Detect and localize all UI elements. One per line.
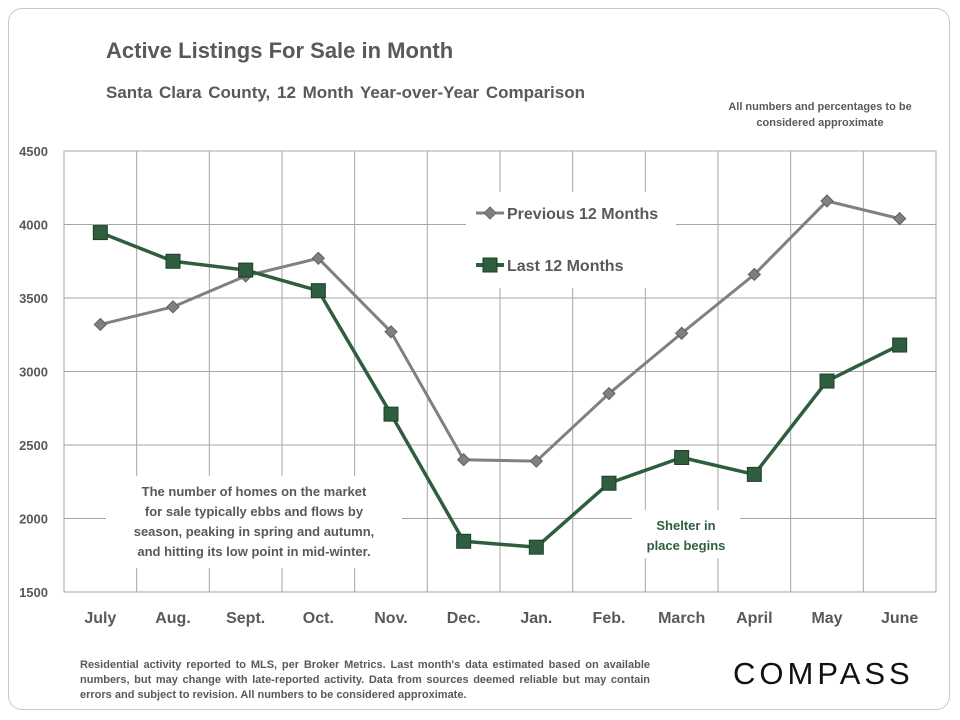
point-previous [602,386,616,401]
point-last [674,449,690,465]
x-tick-label: Jan. [520,610,552,627]
point-last [310,283,326,299]
note-box [106,476,402,568]
point-previous [529,454,544,468]
point-previous [456,452,471,467]
legend-label: Last 12 Months [507,258,624,275]
x-tick-label: Dec. [447,610,481,627]
y-tick-label: 4500 [19,144,48,159]
point-last [383,406,399,422]
series-line-previous [99,199,901,463]
x-tick-label: Feb. [593,610,626,627]
x-tick-label: July [84,610,116,627]
point-last [92,225,108,241]
footnote-source: Residential activity reported to MLS, pe… [80,659,650,701]
compass-logo: COMPASS [733,656,914,691]
point-previous [311,251,326,266]
point-previous [892,211,907,226]
y-tick-label: 4000 [19,218,48,233]
y-tick-label: 2500 [19,438,48,453]
shelter-note-line: Shelter in [656,518,715,533]
shelter-box [632,510,740,558]
y-tick-label: 3000 [19,365,48,380]
point-last [746,466,762,482]
legend-label: Previous 12 Months [507,206,658,223]
point-last [601,475,617,491]
y-tick-label: 1500 [19,585,48,600]
point-previous [166,300,180,314]
point-last [165,253,181,269]
x-tick-label: March [658,610,705,627]
point-last [528,539,544,555]
seasonal-note-line: The number of homes on the market [142,484,367,499]
shelter-note-line: place begins [647,538,726,553]
chart-title: Active Listings For Sale in Month [106,38,454,63]
legend-marker-square [482,257,498,273]
point-previous [384,325,398,339]
x-tick-label: May [811,610,842,627]
x-tick-label: Sept. [226,610,265,627]
legend-box [466,192,676,288]
point-last [892,337,908,353]
point-last [819,373,835,389]
point-previous [93,317,108,332]
seasonal-note-line: season, peaking in spring and autumn, [134,524,375,539]
x-tick-label: April [736,610,772,627]
chart-subtitle: Santa Clara County, 12 Month Year-over-Y… [106,83,586,102]
legend-marker-diamond [483,206,497,220]
x-tick-label: Oct. [303,610,334,627]
point-last [238,262,254,278]
x-tick-label: June [881,610,918,627]
series-line-last [99,230,901,549]
disclaimer-note: All numbers and percentages to be consid… [728,101,912,129]
seasonal-note-line: and hitting its low point in mid-winter. [137,544,370,559]
seasonal-note-line: for sale typically ebbs and flows by [145,504,364,519]
y-tick-label: 3500 [19,291,48,306]
seasonal-note: The number of homes on the market for sal… [134,484,375,559]
x-tick-label: Nov. [374,610,407,627]
point-previous [747,267,762,282]
y-tick-label: 2000 [19,512,48,527]
point-previous [820,194,834,208]
shelter-note: Shelter in place begins [647,518,726,553]
point-previous [674,326,689,340]
point-last [456,533,472,549]
x-tick-label: Aug. [155,610,191,627]
